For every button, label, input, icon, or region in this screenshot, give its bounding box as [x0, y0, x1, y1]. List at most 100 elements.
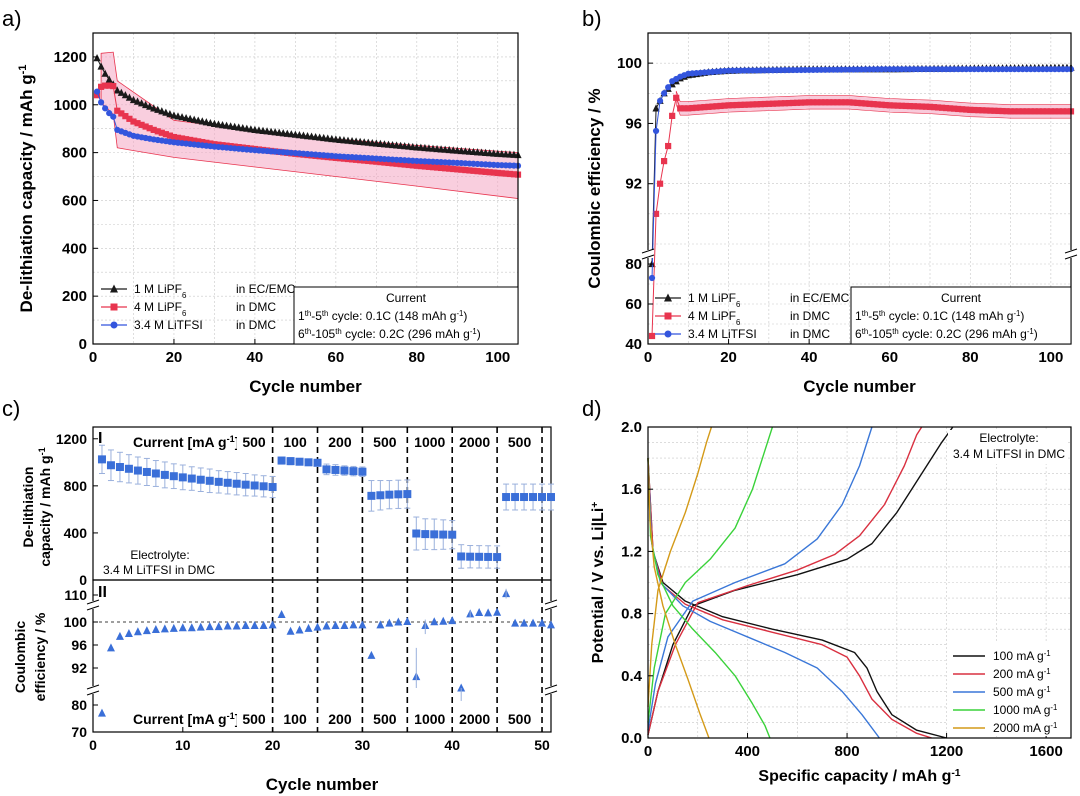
data-point-triangle — [133, 627, 142, 636]
current-value-bg — [278, 711, 313, 729]
x-axis-label: Cycle number — [249, 377, 362, 396]
data-point — [930, 104, 938, 111]
data-point — [162, 131, 169, 138]
text-part: -1 — [17, 65, 29, 75]
data-point — [93, 54, 101, 62]
data-point — [677, 105, 684, 112]
data-point — [701, 104, 708, 111]
data-point — [1059, 108, 1067, 115]
x-tick-label: 20 — [720, 349, 737, 366]
data-point — [146, 102, 154, 110]
current-value-bottom: 200 — [328, 711, 352, 727]
legend-label: 2000 mA g-1 — [993, 721, 1057, 736]
data-point-triangle — [178, 623, 187, 632]
data-point — [389, 160, 396, 167]
data-point — [121, 91, 129, 99]
data-point-triangle — [394, 617, 403, 626]
plot-frame — [647, 426, 1072, 739]
electrolyte-bg — [948, 430, 1068, 464]
current-value-bg — [322, 434, 357, 452]
data-point-triangle — [151, 624, 160, 633]
text-part: efficiency / % — [32, 612, 48, 701]
y-tick-label: 96 — [71, 637, 87, 653]
data-point — [425, 163, 433, 170]
data-point — [105, 75, 113, 83]
data-point — [462, 166, 469, 174]
axis-break — [641, 248, 655, 254]
text-part: 3.4 M LiTFSI — [134, 318, 203, 332]
data-point-triangle — [259, 620, 268, 629]
discharge-curve — [647, 458, 771, 739]
current-value-bg — [367, 711, 402, 729]
data-point — [777, 100, 785, 107]
data-point — [769, 100, 776, 107]
data-point — [97, 83, 105, 90]
data-point — [381, 159, 388, 166]
text-part: 1 — [855, 309, 862, 323]
y-tick-label: 110 — [64, 587, 87, 603]
x-tick-label: 40 — [444, 737, 460, 753]
current-value-bg — [502, 434, 537, 452]
current-value-top: 200 — [328, 434, 352, 450]
electrolyte-value-c: 3.4 M LiTFSI in DMC — [103, 563, 215, 577]
data-point-square — [133, 466, 142, 475]
data-point — [482, 168, 489, 175]
data-point — [773, 100, 781, 107]
subpanel-label-II: II — [98, 584, 107, 601]
text-part: th — [305, 327, 312, 336]
current-value-bg — [322, 711, 357, 729]
current-value-bg — [457, 434, 492, 452]
legend-marker-triangle — [664, 293, 672, 302]
data-point — [971, 106, 978, 114]
data-point — [685, 105, 692, 112]
text-part: th — [335, 327, 342, 336]
axis-break — [86, 690, 100, 696]
data-point — [652, 210, 660, 217]
data-point — [898, 102, 905, 109]
axis-break — [1064, 248, 1078, 254]
data-point — [914, 103, 922, 110]
data-point-triangle — [493, 607, 502, 616]
legend-marker-triangle — [110, 284, 118, 293]
data-point-square — [142, 467, 151, 476]
data-point-square — [376, 491, 385, 500]
plot-frame — [92, 579, 552, 733]
y-axis-label-II-line1: Coulombic — [12, 621, 28, 694]
data-point — [781, 100, 789, 107]
text-part: Current [mA g — [133, 434, 227, 450]
data-point — [866, 100, 873, 107]
data-point — [979, 107, 986, 114]
y-tick-label: 80 — [625, 256, 642, 273]
text-part: -5 — [868, 309, 879, 323]
text-part: 6 — [182, 309, 186, 318]
data-point — [693, 104, 700, 111]
y-axis-label-II-line2: efficiency / % — [32, 612, 48, 701]
data-point — [874, 101, 881, 108]
data-point — [429, 164, 437, 171]
data-point-square — [196, 475, 205, 484]
data-point — [373, 158, 380, 165]
data-point — [437, 164, 445, 172]
y-tick-label: 80 — [71, 697, 87, 713]
data-point — [454, 166, 461, 173]
data-point — [938, 104, 946, 111]
data-point — [162, 108, 170, 116]
data-point-square — [403, 490, 412, 499]
current-value-bottom: 500 — [508, 711, 532, 727]
data-point — [1011, 108, 1018, 115]
x-tick-label: 0 — [89, 737, 97, 753]
data-point — [1023, 108, 1030, 115]
x-tick-label: 100 — [1038, 349, 1063, 366]
x-tick-label: 1600 — [1029, 743, 1062, 760]
y-axis-label: Coulombic efficiency / % — [585, 88, 604, 288]
data-point — [154, 105, 162, 113]
data-point-square — [484, 552, 493, 561]
data-point-square — [304, 458, 313, 467]
data-point — [93, 88, 101, 95]
current-value-bottom: 1000 — [414, 711, 445, 727]
data-point-square — [259, 482, 268, 491]
data-point — [110, 83, 117, 90]
data-point — [665, 84, 672, 91]
data-point-triangle — [322, 621, 331, 630]
